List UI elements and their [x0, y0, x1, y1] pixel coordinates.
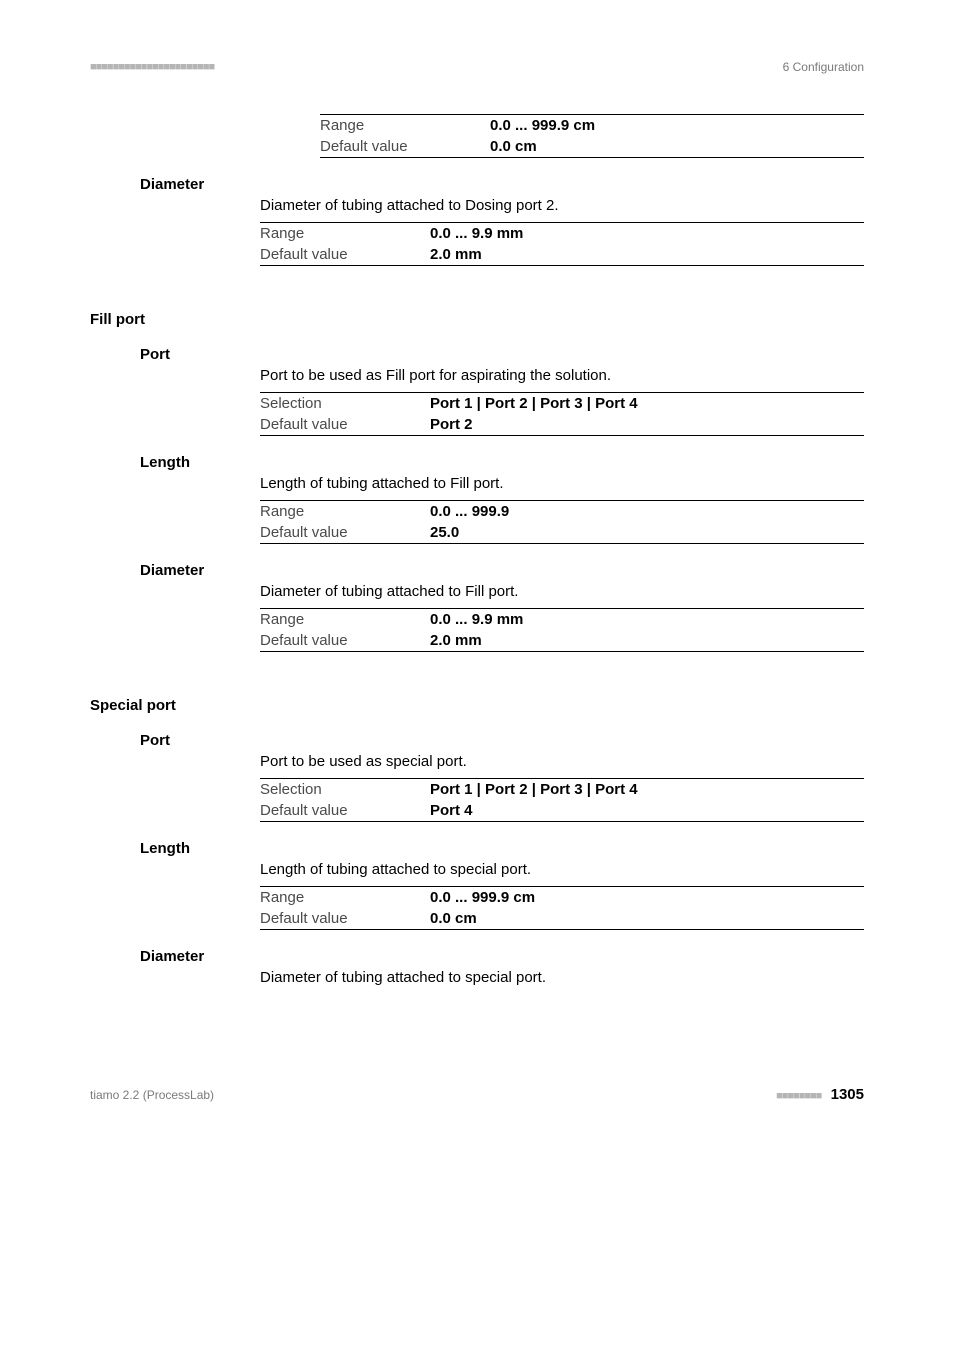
- field-label-port: Port: [140, 732, 864, 749]
- row-key: Default value: [260, 524, 430, 541]
- row-key: Range: [260, 503, 430, 520]
- table-row: Selection Port 1 | Port 2 | Port 3 | Por…: [260, 393, 864, 414]
- row-key: Default value: [320, 138, 490, 155]
- special-port-length-table: Range 0.0 ... 999.9 cm Default value 0.0…: [260, 886, 864, 930]
- row-value: 2.0 mm: [430, 632, 482, 649]
- row-key: Default value: [260, 910, 430, 927]
- field-label-length: Length: [140, 840, 864, 857]
- fill-port-length-table: Range 0.0 ... 999.9 Default value 25.0: [260, 500, 864, 544]
- field-description: Diameter of tubing attached to Fill port…: [260, 583, 864, 600]
- header-decor: ■■■■■■■■■■■■■■■■■■■■■■: [90, 61, 214, 73]
- section-special-port: Special port: [90, 697, 864, 714]
- row-key: Range: [260, 889, 430, 906]
- row-value: 0.0 ... 999.9 cm: [430, 889, 535, 906]
- row-key: Default value: [260, 246, 430, 263]
- footer-right: ■■■■■■■■ 1305: [776, 1086, 864, 1103]
- page-header: ■■■■■■■■■■■■■■■■■■■■■■ 6 Configuration: [90, 60, 864, 74]
- field-description: Length of tubing attached to Fill port.: [260, 475, 864, 492]
- row-value: Port 1 | Port 2 | Port 3 | Port 4: [430, 781, 638, 798]
- content-body: Range 0.0 ... 999.9 cm Default value 0.0…: [90, 114, 864, 986]
- field-description: Port to be used as special port.: [260, 753, 864, 770]
- row-value: 0.0 ... 9.9 mm: [430, 225, 523, 242]
- field-description: Diameter of tubing attached to special p…: [260, 969, 864, 986]
- row-key: Selection: [260, 395, 430, 412]
- row-key: Range: [320, 117, 490, 134]
- field-label-diameter: Diameter: [140, 176, 864, 193]
- footer-product: tiamo 2.2 (ProcessLab): [90, 1088, 214, 1102]
- fill-port-port-table: Selection Port 1 | Port 2 | Port 3 | Por…: [260, 392, 864, 436]
- row-value: 0.0 cm: [490, 138, 537, 155]
- row-value: 0.0 cm: [430, 910, 477, 927]
- row-key: Range: [260, 611, 430, 628]
- page-number: 1305: [831, 1086, 864, 1103]
- table-row: Range 0.0 ... 999.9 cm: [320, 115, 864, 136]
- row-value: Port 2: [430, 416, 473, 433]
- row-key: Default value: [260, 632, 430, 649]
- table-row: Range 0.0 ... 9.9 mm: [260, 223, 864, 244]
- row-key: Range: [260, 225, 430, 242]
- row-value: Port 1 | Port 2 | Port 3 | Port 4: [430, 395, 638, 412]
- special-port-port-table: Selection Port 1 | Port 2 | Port 3 | Por…: [260, 778, 864, 822]
- top-spec-table: Range 0.0 ... 999.9 cm Default value 0.0…: [320, 114, 864, 158]
- field-description: Diameter of tubing attached to Dosing po…: [260, 197, 864, 214]
- field-label-diameter: Diameter: [140, 562, 864, 579]
- table-row: Default value 2.0 mm: [260, 630, 864, 651]
- fill-port-diameter-table: Range 0.0 ... 9.9 mm Default value 2.0 m…: [260, 608, 864, 652]
- table-row: Default value Port 2: [260, 414, 864, 435]
- table-row: Range 0.0 ... 999.9: [260, 501, 864, 522]
- field-description: Length of tubing attached to special por…: [260, 861, 864, 878]
- row-value: 25.0: [430, 524, 459, 541]
- table-row: Default value Port 4: [260, 800, 864, 821]
- table-row: Default value 0.0 cm: [320, 136, 864, 157]
- table-row: Default value 2.0 mm: [260, 244, 864, 265]
- section-fill-port: Fill port: [90, 311, 864, 328]
- table-row: Default value 25.0: [260, 522, 864, 543]
- table-row: Range 0.0 ... 9.9 mm: [260, 609, 864, 630]
- footer-decor: ■■■■■■■■: [776, 1090, 821, 1102]
- table-row: Selection Port 1 | Port 2 | Port 3 | Por…: [260, 779, 864, 800]
- diameter1-spec-table: Range 0.0 ... 9.9 mm Default value 2.0 m…: [260, 222, 864, 266]
- field-label-diameter: Diameter: [140, 948, 864, 965]
- row-value: 0.0 ... 999.9: [430, 503, 509, 520]
- field-description: Port to be used as Fill port for aspirat…: [260, 367, 864, 384]
- row-key: Default value: [260, 802, 430, 819]
- row-key: Default value: [260, 416, 430, 433]
- header-chapter: 6 Configuration: [783, 60, 864, 74]
- row-value: 2.0 mm: [430, 246, 482, 263]
- field-label-port: Port: [140, 346, 864, 363]
- table-row: Range 0.0 ... 999.9 cm: [260, 887, 864, 908]
- row-value: Port 4: [430, 802, 473, 819]
- row-key: Selection: [260, 781, 430, 798]
- page-footer: tiamo 2.2 (ProcessLab) ■■■■■■■■ 1305: [90, 1086, 864, 1103]
- row-value: 0.0 ... 9.9 mm: [430, 611, 523, 628]
- field-label-length: Length: [140, 454, 864, 471]
- table-row: Default value 0.0 cm: [260, 908, 864, 929]
- row-value: 0.0 ... 999.9 cm: [490, 117, 595, 134]
